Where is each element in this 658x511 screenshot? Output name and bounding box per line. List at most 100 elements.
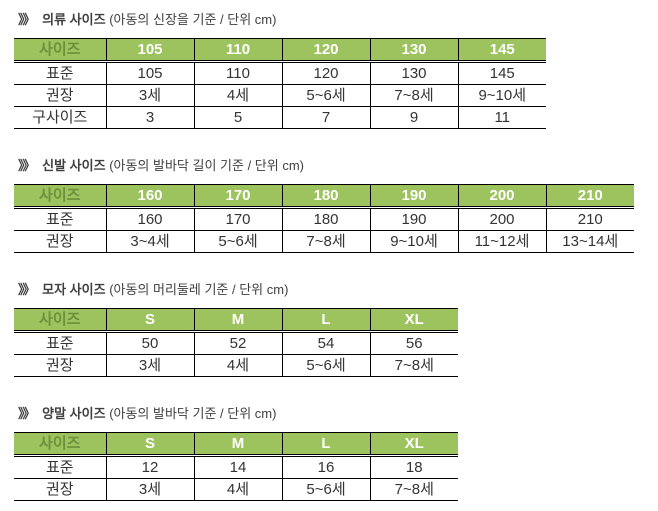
value-cell: 5~6세 — [281, 354, 370, 377]
value-cell: 210 — [545, 207, 634, 231]
shoe-size-table: 사이즈 160 170 180 190 200 210 표준 160 170 1… — [14, 184, 634, 253]
header-cell-label: 사이즈 — [14, 184, 106, 209]
double-chevron-icon: 》》 — [18, 158, 35, 173]
header-cell: 170 — [193, 184, 282, 209]
table-row: 표준 12 14 16 18 — [14, 455, 458, 479]
value-cell: 9~10세 — [369, 230, 458, 253]
section-desc: (아동의 발바닥 길이 기준 / 단위 cm) — [109, 158, 304, 173]
value-cell: 16 — [281, 455, 370, 479]
section-clothing-size: 》》 의류 사이즈 (아동의 신장을 기준 / 단위 cm) 사이즈 105 1… — [14, 12, 658, 129]
header-cell: 210 — [545, 184, 634, 209]
row-label-cell: 표준 — [14, 61, 106, 85]
section-shoe-size: 》》 신발 사이즈 (아동의 발바닥 길이 기준 / 단위 cm) 사이즈 16… — [14, 158, 658, 253]
header-cell-label: 사이즈 — [14, 432, 106, 457]
value-cell: 13~14세 — [545, 230, 634, 253]
table-row: 권장 3세 4세 5~6세 7~8세 — [14, 478, 458, 501]
header-row: 사이즈 S M L XL — [14, 308, 458, 333]
header-cell-label: 사이즈 — [14, 38, 106, 63]
value-cell: 200 — [457, 207, 546, 231]
section-sock-size: 》》 양말 사이즈 (아동의 발바닥 기준 / 단위 cm) 사이즈 S M L… — [14, 406, 658, 501]
row-label-cell: 표준 — [14, 455, 106, 479]
header-cell: 105 — [105, 38, 194, 63]
header-cell: M — [193, 308, 282, 333]
value-cell: 110 — [193, 61, 282, 85]
value-cell: 4세 — [193, 84, 282, 107]
value-cell: 4세 — [193, 354, 282, 377]
value-cell: 12 — [105, 455, 194, 479]
header-cell: M — [193, 432, 282, 457]
value-cell: 5~6세 — [281, 478, 370, 501]
value-cell: 4세 — [193, 478, 282, 501]
value-cell: 130 — [369, 61, 458, 85]
header-cell: XL — [369, 308, 458, 333]
value-cell: 7~8세 — [369, 478, 458, 501]
value-cell: 56 — [369, 331, 458, 355]
table-row: 구사이즈 3 5 7 9 11 — [14, 106, 546, 129]
table-row: 표준 160 170 180 190 200 210 — [14, 207, 634, 231]
value-cell: 7~8세 — [369, 84, 458, 107]
table-row: 표준 105 110 120 130 145 — [14, 61, 546, 85]
section-title: 》》 모자 사이즈 (아동의 머리둘레 기준 / 단위 cm) — [18, 282, 658, 297]
value-cell: 54 — [281, 331, 370, 355]
value-cell: 50 — [105, 331, 194, 355]
header-row: 사이즈 160 170 180 190 200 210 — [14, 184, 634, 209]
header-cell: 120 — [281, 38, 370, 63]
value-cell: 5 — [193, 106, 282, 129]
header-cell: 200 — [457, 184, 546, 209]
value-cell: 145 — [457, 61, 546, 85]
double-chevron-icon: 》》 — [18, 406, 35, 421]
header-cell: 110 — [193, 38, 282, 63]
header-cell: 130 — [369, 38, 458, 63]
row-label-cell: 권장 — [14, 354, 106, 377]
value-cell: 11~12세 — [457, 230, 546, 253]
table-row: 권장 3~4세 5~6세 7~8세 9~10세 11~12세 13~14세 — [14, 230, 634, 253]
section-title: 》》 양말 사이즈 (아동의 발바닥 기준 / 단위 cm) — [18, 406, 658, 421]
section-name: 모자 사이즈 — [42, 282, 106, 297]
header-cell: L — [281, 308, 370, 333]
section-name: 양말 사이즈 — [42, 406, 106, 421]
value-cell: 3세 — [105, 354, 194, 377]
value-cell: 14 — [193, 455, 282, 479]
header-cell: S — [105, 308, 194, 333]
value-cell: 3세 — [105, 478, 194, 501]
header-cell: L — [281, 432, 370, 457]
table-row: 권장 3세 4세 5~6세 7~8세 9~10세 — [14, 84, 546, 107]
table-row: 표준 50 52 54 56 — [14, 331, 458, 355]
section-title: 》》 의류 사이즈 (아동의 신장을 기준 / 단위 cm) — [18, 12, 658, 27]
header-cell: 145 — [457, 38, 546, 63]
value-cell: 190 — [369, 207, 458, 231]
header-row: 사이즈 105 110 120 130 145 — [14, 38, 546, 63]
value-cell: 9 — [369, 106, 458, 129]
row-label-cell: 권장 — [14, 84, 106, 107]
value-cell: 7~8세 — [281, 230, 370, 253]
section-desc: (아동의 머리둘레 기준 / 단위 cm) — [109, 282, 289, 297]
header-cell: S — [105, 432, 194, 457]
section-hat-size: 》》 모자 사이즈 (아동의 머리둘레 기준 / 단위 cm) 사이즈 S M … — [14, 282, 658, 377]
row-label-cell: 구사이즈 — [14, 106, 106, 129]
value-cell: 3 — [105, 106, 194, 129]
section-name: 의류 사이즈 — [42, 12, 106, 27]
value-cell: 180 — [281, 207, 370, 231]
header-cell: XL — [369, 432, 458, 457]
section-title: 》》 신발 사이즈 (아동의 발바닥 길이 기준 / 단위 cm) — [18, 158, 658, 173]
value-cell: 5~6세 — [281, 84, 370, 107]
header-cell: 160 — [105, 184, 194, 209]
value-cell: 7~8세 — [369, 354, 458, 377]
value-cell: 3~4세 — [105, 230, 194, 253]
row-label-cell: 권장 — [14, 478, 106, 501]
clothing-size-table: 사이즈 105 110 120 130 145 표준 105 110 120 1… — [14, 38, 546, 129]
value-cell: 9~10세 — [457, 84, 546, 107]
row-label-cell: 권장 — [14, 230, 106, 253]
hat-size-table: 사이즈 S M L XL 표준 50 52 54 56 권장 3세 4세 5~6… — [14, 308, 458, 377]
section-desc: (아동의 발바닥 기준 / 단위 cm) — [109, 406, 277, 421]
value-cell: 11 — [457, 106, 546, 129]
section-name: 신발 사이즈 — [42, 158, 106, 173]
sock-size-table: 사이즈 S M L XL 표준 12 14 16 18 권장 3세 4세 5~6… — [14, 432, 458, 501]
header-cell: 190 — [369, 184, 458, 209]
value-cell: 160 — [105, 207, 194, 231]
header-cell: 180 — [281, 184, 370, 209]
double-chevron-icon: 》》 — [18, 12, 35, 27]
value-cell: 7 — [281, 106, 370, 129]
header-cell-label: 사이즈 — [14, 308, 106, 333]
